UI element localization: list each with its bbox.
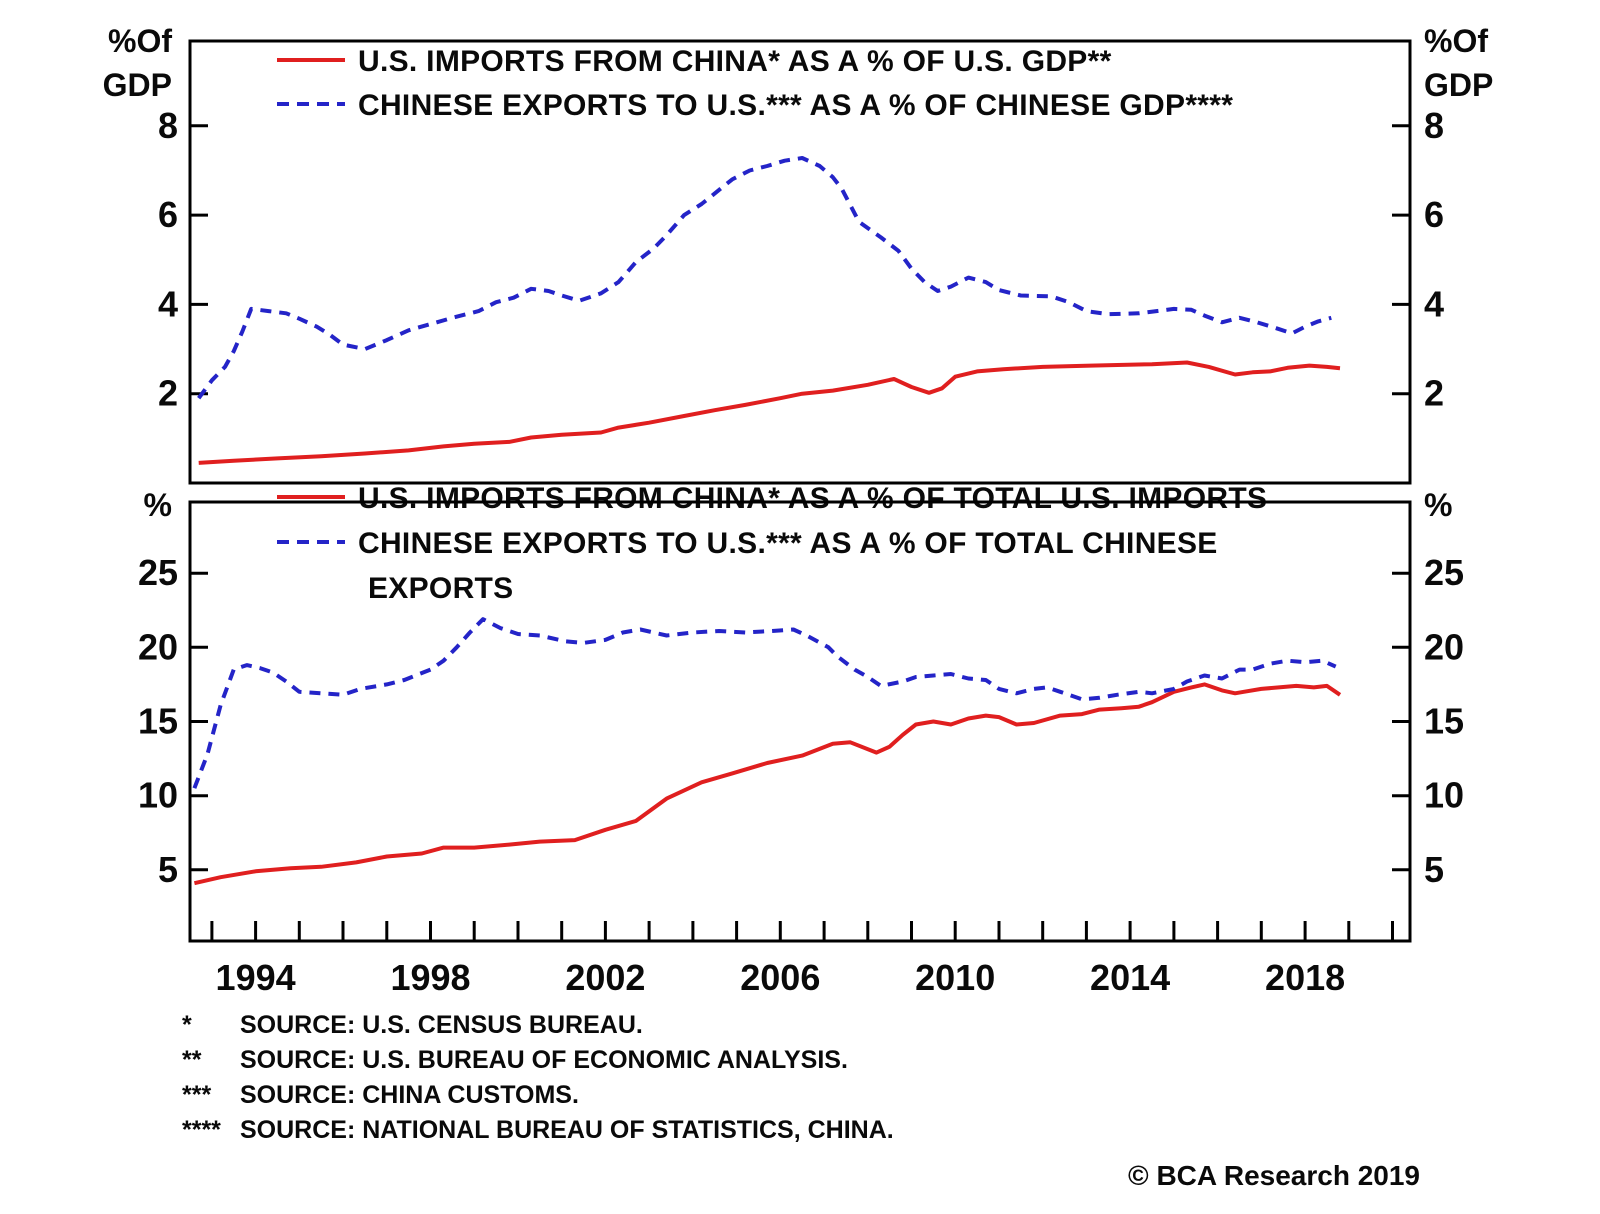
series-line-us-imports-pct-total-us-imports: [193, 682, 1342, 886]
top-panel-legend: U.S. IMPORTS FROM CHINA* AS A % OF U.S. …: [277, 45, 1233, 122]
x-tick-label: 1998: [390, 957, 470, 998]
y-tick-label-right: 25: [1424, 552, 1464, 593]
y-tick-label-left: 10: [138, 775, 178, 816]
x-tick-label: 2002: [565, 957, 645, 998]
footnote-marker: ****: [182, 1116, 221, 1144]
footnotes: * SOURCE: U.S. CENSUS BUREAU. ** SOURCE:…: [182, 1011, 894, 1144]
top-left-unit-line2: GDP: [103, 67, 172, 103]
x-tick-label: 1994: [216, 957, 296, 998]
y-tick-label-left: 4: [158, 283, 178, 324]
legend-label-chinese-exports-total-line1: CHINESE EXPORTS TO U.S.*** AS A % OF TOT…: [358, 527, 1218, 560]
y-tick-label-left: 15: [138, 701, 178, 742]
y-tick-label-right: 4: [1424, 283, 1444, 324]
copyright-notice: © BCA Research 2019: [1128, 1160, 1420, 1191]
legend-label-chinese-exports-total-line2: EXPORTS: [368, 572, 513, 605]
footnote-text: SOURCE: U.S. BUREAU OF ECONOMIC ANALYSIS…: [240, 1046, 848, 1074]
footnote-marker: *: [182, 1011, 192, 1039]
top-left-unit-line1: %Of: [108, 23, 172, 59]
y-tick-label-right: 2: [1424, 373, 1444, 414]
x-tick-label: 2006: [740, 957, 820, 998]
bottom-right-unit: %: [1424, 487, 1452, 523]
footnote-marker: **: [182, 1046, 202, 1074]
footnote-text: SOURCE: U.S. CENSUS BUREAU.: [240, 1011, 643, 1039]
footnote-marker: ***: [182, 1081, 211, 1109]
series-line-chinese-exports-pct-total-chinese-exports: [192, 617, 1337, 789]
y-tick-label-left: 20: [138, 626, 178, 667]
y-tick-label-right: 6: [1424, 194, 1444, 235]
y-tick-label-left: 8: [158, 105, 178, 146]
y-tick-label-right: 10: [1424, 775, 1464, 816]
top-right-unit-line1: %Of: [1424, 23, 1488, 59]
x-tick-label: 2018: [1265, 957, 1345, 998]
plot-area: 2 2 4 4 6 6 8 8 5 5 10 10 15 15 20 20 25 25 1994 1998 2002 20…: [138, 39, 1464, 998]
y-tick-label-left: 6: [158, 194, 178, 235]
bottom-left-unit: %: [144, 487, 172, 523]
y-tick-label-left: 5: [158, 849, 178, 890]
series-line-us-imports-pct-us-gdp: [198, 360, 1341, 465]
legend-label-chinese-exports-gdp: CHINESE EXPORTS TO U.S.*** AS A % OF CHI…: [358, 89, 1233, 122]
y-tick-label-right: 5: [1424, 849, 1444, 890]
legend-label-us-imports-gdp: U.S. IMPORTS FROM CHINA* AS A % OF U.S. …: [358, 45, 1112, 78]
footnote-text: SOURCE: NATIONAL BUREAU OF STATISTICS, C…: [240, 1116, 894, 1144]
y-tick-label-left: 25: [138, 552, 178, 593]
panel-bottom-box: [188, 500, 1412, 943]
panel-top-box: [188, 39, 1412, 485]
x-tick-label: 2014: [1090, 957, 1170, 998]
top-right-unit-line2: GDP: [1424, 67, 1493, 103]
y-tick-label-right: 20: [1424, 626, 1464, 667]
y-tick-label-right: 15: [1424, 701, 1464, 742]
footnote-text: SOURCE: CHINA CUSTOMS.: [240, 1081, 579, 1109]
y-tick-label-right: 8: [1424, 105, 1444, 146]
series-line-chinese-exports-pct-chinese-gdp: [197, 156, 1332, 400]
x-tick-label: 2010: [915, 957, 995, 998]
y-tick-label-left: 2: [158, 373, 178, 414]
bottom-panel-legend: U.S. IMPORTS FROM CHINA* AS A % OF TOTAL…: [277, 482, 1267, 605]
legend-label-us-imports-total: U.S. IMPORTS FROM CHINA* AS A % OF TOTAL…: [358, 482, 1267, 515]
